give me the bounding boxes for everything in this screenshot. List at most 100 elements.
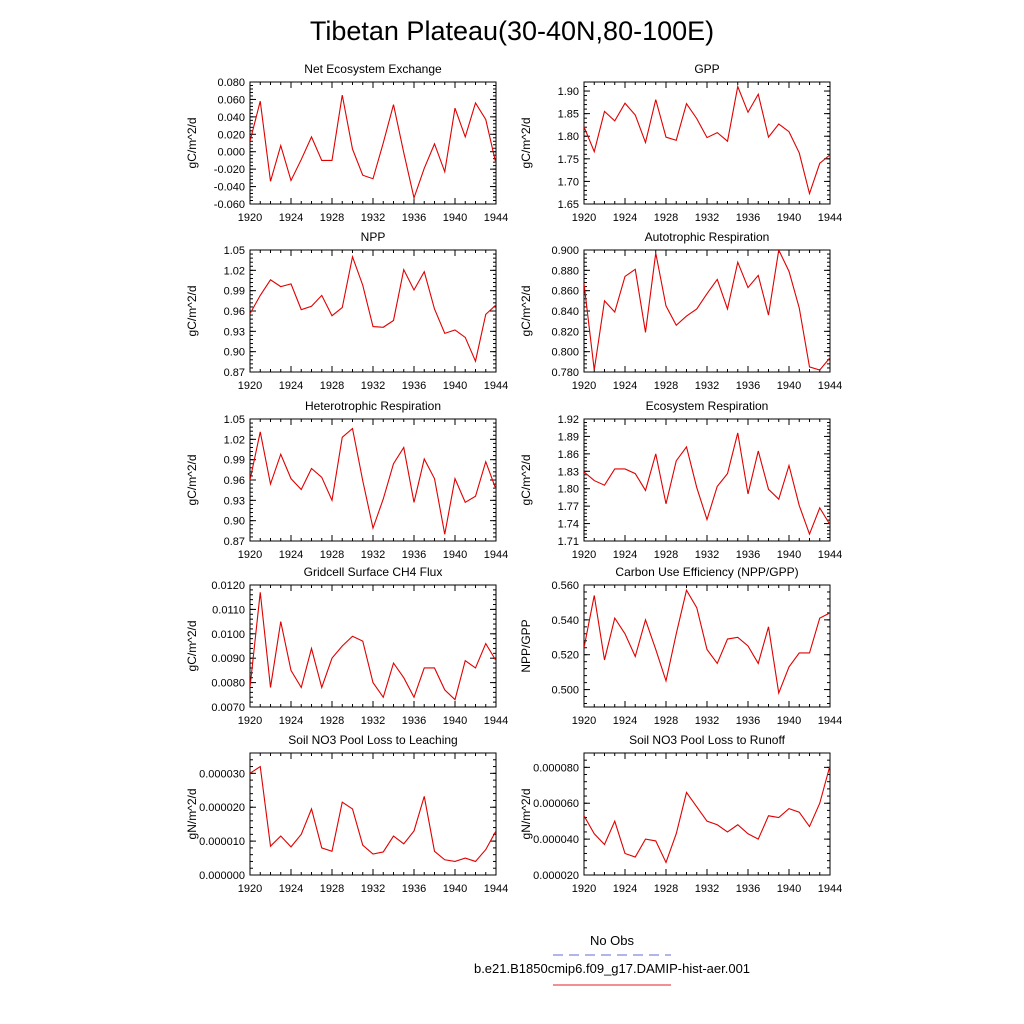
series-line bbox=[250, 592, 496, 701]
x-tick-label: 1944 bbox=[484, 380, 508, 392]
y-tick-label: 0.860 bbox=[551, 286, 579, 298]
x-tick-label: 1940 bbox=[443, 212, 467, 224]
y-tick-label: 1.65 bbox=[558, 199, 579, 211]
y-tick-label: 0.93 bbox=[224, 495, 245, 507]
x-tick-label: 1928 bbox=[320, 380, 344, 392]
x-tick-label: 1944 bbox=[484, 715, 508, 727]
y-tick-label: 0.0070 bbox=[211, 702, 245, 714]
x-tick-label: 1936 bbox=[402, 380, 426, 392]
y-tick-label: 0.060 bbox=[217, 94, 245, 106]
panel-title: NPP bbox=[361, 230, 386, 244]
x-tick-label: 1944 bbox=[484, 883, 508, 895]
x-tick-label: 1932 bbox=[695, 715, 719, 727]
y-tick-label: 1.83 bbox=[558, 466, 579, 478]
y-tick-label: 0.93 bbox=[224, 326, 245, 338]
panel-title: Carbon Use Efficiency (NPP/GPP) bbox=[615, 565, 798, 579]
y-tick-label: 0.0100 bbox=[211, 629, 245, 641]
panel-5: Ecosystem Respiration gC/m^2/d 1920 1924 192… bbox=[519, 399, 842, 561]
x-tick-label: 1940 bbox=[443, 715, 467, 727]
panel-title: Net Ecosystem Exchange bbox=[304, 62, 442, 76]
y-axis-label: gC/m^2/d bbox=[185, 118, 199, 169]
x-tick-label: 1920 bbox=[572, 883, 596, 895]
x-tick-label: 1944 bbox=[818, 715, 842, 727]
x-tick-label: 1944 bbox=[818, 380, 842, 392]
y-tick-label: 0.560 bbox=[551, 580, 579, 592]
x-tick-label: 1920 bbox=[572, 212, 596, 224]
y-tick-label: 1.80 bbox=[558, 484, 579, 496]
panel-title: Ecosystem Respiration bbox=[646, 399, 769, 413]
x-tick-label: 1920 bbox=[572, 715, 596, 727]
y-tick-label: 1.92 bbox=[558, 414, 579, 426]
series-line bbox=[250, 94, 496, 200]
x-tick-label: 1920 bbox=[238, 549, 262, 561]
y-tick-label: 1.74 bbox=[558, 519, 579, 531]
panel-title: Heterotrophic Respiration bbox=[305, 399, 441, 413]
x-tick-label: 1928 bbox=[320, 549, 344, 561]
x-tick-label: 1936 bbox=[402, 549, 426, 561]
x-tick-label: 1940 bbox=[777, 212, 801, 224]
x-tick-label: 1936 bbox=[736, 549, 760, 561]
x-tick-label: 1920 bbox=[572, 549, 596, 561]
y-tick-label: 0.0120 bbox=[211, 580, 245, 592]
y-tick-label: 1.80 bbox=[558, 131, 579, 143]
x-tick-label: 1932 bbox=[361, 212, 385, 224]
y-tick-label: 0.000020 bbox=[533, 870, 579, 882]
series-line bbox=[584, 84, 830, 196]
x-tick-label: 1928 bbox=[320, 883, 344, 895]
y-tick-label: 0.0110 bbox=[212, 604, 245, 616]
x-tick-label: 1924 bbox=[613, 380, 637, 392]
y-tick-label: 0.780 bbox=[551, 367, 579, 379]
y-tick-label: 0.99 bbox=[224, 455, 245, 467]
y-tick-label: 0.000010 bbox=[199, 836, 245, 848]
y-tick-label: 1.71 bbox=[558, 536, 579, 548]
x-tick-label: 1928 bbox=[320, 212, 344, 224]
plot-frame bbox=[249, 752, 497, 876]
x-tick-label: 1944 bbox=[484, 549, 508, 561]
x-tick-label: 1936 bbox=[736, 883, 760, 895]
x-tick-label: 1940 bbox=[443, 883, 467, 895]
x-tick-label: 1932 bbox=[361, 715, 385, 727]
x-tick-label: 1920 bbox=[238, 715, 262, 727]
y-tick-label: -0.020 bbox=[214, 164, 245, 176]
x-tick-label: 1936 bbox=[402, 212, 426, 224]
x-tick-label: 1940 bbox=[777, 380, 801, 392]
plot-frame bbox=[249, 81, 497, 205]
x-tick-label: 1932 bbox=[695, 212, 719, 224]
y-axis-label: gN/m^2/d bbox=[519, 789, 533, 840]
y-tick-label: 0.020 bbox=[217, 129, 245, 141]
panel-title: Gridcell Surface CH4 Flux bbox=[304, 565, 443, 579]
series-line bbox=[584, 765, 830, 864]
y-tick-label: 0.840 bbox=[551, 306, 579, 318]
x-tick-label: 1932 bbox=[361, 549, 385, 561]
y-tick-label: 1.90 bbox=[558, 86, 579, 98]
y-axis-label: gC/m^2/d bbox=[519, 118, 533, 169]
x-tick-label: 1940 bbox=[777, 549, 801, 561]
legend-label-model-run: b.e21.B1850cmip6.f09_g17.DAMIP-hist-aer.… bbox=[474, 961, 750, 976]
x-tick-label: 1924 bbox=[613, 549, 637, 561]
y-tick-label: 0.000040 bbox=[533, 834, 579, 846]
x-tick-label: 1920 bbox=[238, 883, 262, 895]
x-tick-label: 1940 bbox=[443, 549, 467, 561]
y-tick-label: 1.86 bbox=[558, 449, 579, 461]
x-tick-label: 1944 bbox=[818, 212, 842, 224]
x-tick-label: 1928 bbox=[654, 883, 678, 895]
y-tick-label: 0.520 bbox=[551, 650, 579, 662]
plot-frame bbox=[583, 584, 831, 708]
x-tick-label: 1920 bbox=[238, 212, 262, 224]
panel-title: Autotrophic Respiration bbox=[645, 230, 770, 244]
legend-label-no-obs: No Obs bbox=[590, 933, 635, 948]
y-tick-label: 0.87 bbox=[224, 536, 245, 548]
panel-2: NPP gC/m^2/d 1920 1924 1928 1932 1936 1940 1944 0… bbox=[185, 230, 508, 392]
x-tick-label: 1932 bbox=[695, 380, 719, 392]
y-tick-label: 1.02 bbox=[224, 265, 245, 277]
x-tick-label: 1924 bbox=[279, 549, 303, 561]
panel-title: Soil NO3 Pool Loss to Leaching bbox=[288, 733, 457, 747]
x-tick-label: 1928 bbox=[654, 549, 678, 561]
y-tick-label: 1.77 bbox=[558, 501, 579, 513]
x-tick-label: 1924 bbox=[279, 715, 303, 727]
panel-8: Soil NO3 Pool Loss to Leaching gN/m^2/d 19… bbox=[185, 733, 508, 895]
y-tick-label: 0.500 bbox=[551, 685, 579, 697]
y-axis-label: gC/m^2/d bbox=[185, 621, 199, 672]
y-tick-label: 0.000000 bbox=[199, 870, 245, 882]
